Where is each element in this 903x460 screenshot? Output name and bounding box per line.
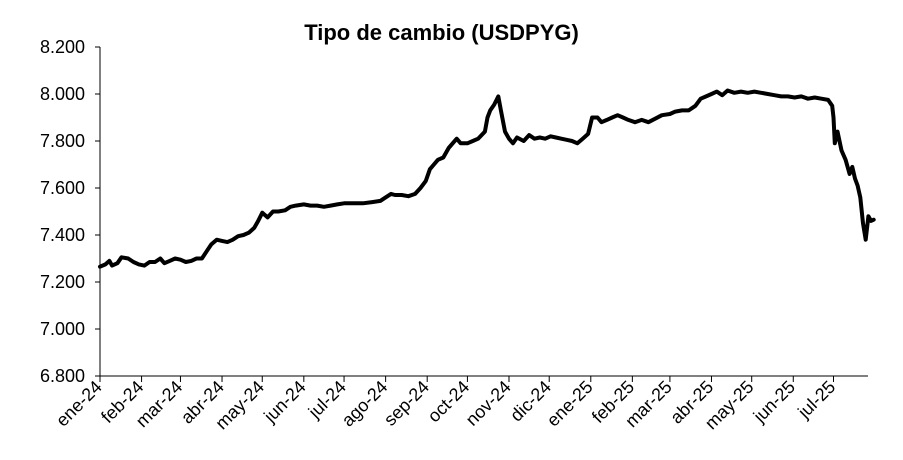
y-tick-label: 7.800 bbox=[40, 131, 85, 151]
x-tick-label: sep-24 bbox=[380, 377, 433, 430]
y-tick-label: 6.800 bbox=[40, 366, 85, 386]
y-tick-label: 7.400 bbox=[40, 225, 85, 245]
axes bbox=[95, 46, 868, 382]
y-tick-label: 8.200 bbox=[40, 37, 85, 57]
x-tick-label: jun-25 bbox=[749, 377, 799, 427]
y-tick-label: 8.000 bbox=[40, 84, 85, 104]
y-axis-labels: 6.800 7.000 7.200 7.400 7.600 7.800 8.000 8.200 bbox=[40, 37, 85, 386]
x-tick-label: ene-25 bbox=[543, 377, 597, 431]
series-line bbox=[98, 88, 876, 269]
x-tick-label: nov-24 bbox=[462, 377, 515, 430]
y-tick-label: 7.000 bbox=[40, 319, 85, 339]
x-tick-label: jul-25 bbox=[793, 377, 839, 423]
x-axis-labels: ene-24feb-24mar-24abr-24may-24jun-24jul-… bbox=[52, 377, 839, 434]
series-group bbox=[98, 88, 876, 269]
x-tick-label: jun-24 bbox=[259, 377, 309, 427]
y-tick-label: 7.600 bbox=[40, 178, 85, 198]
chart-title: Tipo de cambio (USDPYG) bbox=[304, 20, 579, 45]
x-tick-label: ago-24 bbox=[338, 377, 392, 431]
y-tick-label: 7.200 bbox=[40, 272, 85, 292]
